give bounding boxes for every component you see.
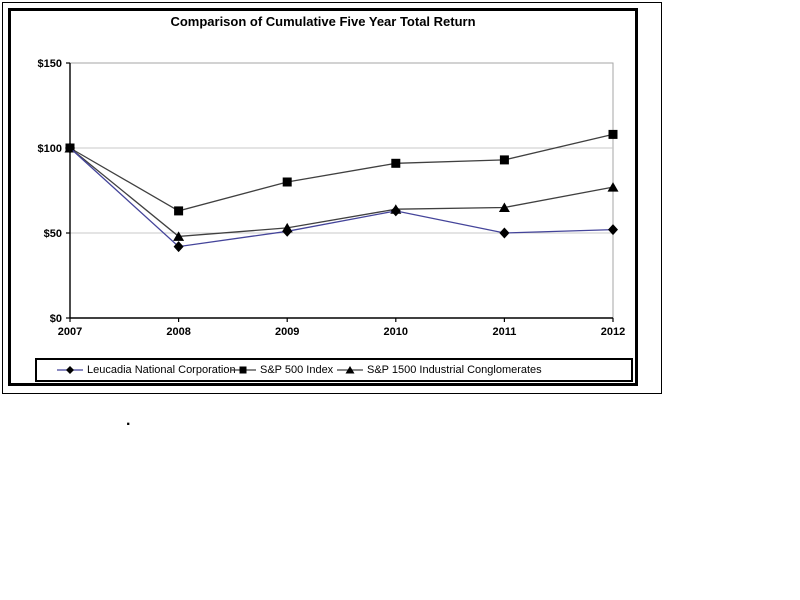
series-0-marker-2008	[173, 241, 184, 253]
x-axis-label-2007: 2007	[58, 326, 82, 338]
series-line-0	[69, 147, 614, 248]
y-axis-label-50: $50	[44, 228, 62, 240]
x-axis-label-2012: 2012	[601, 326, 625, 338]
series-1-marker-2008	[174, 206, 184, 216]
series-0-marker-2007	[65, 142, 75, 154]
series-0-marker-2010	[390, 205, 401, 217]
series-1-marker-2009	[282, 177, 292, 187]
x-axis-label-2009: 2009	[275, 326, 299, 338]
legend-label-1: S&P 500 Index	[260, 364, 334, 376]
series-1-marker-2011	[499, 155, 509, 165]
chart-legend: Leucadia National Corporation S&P 500 Ind…	[35, 358, 633, 382]
x-axis-label-2008: 2008	[166, 326, 190, 338]
legend-label-0: Leucadia National Corporation	[87, 364, 236, 376]
series-2-marker-2008	[173, 231, 185, 241]
legend-item-2: S&P 1500 Industrial Conglomerates	[337, 360, 542, 380]
series-0-marker-2009	[282, 225, 293, 237]
plot-area-border	[69, 62, 614, 319]
square-marker-icon	[230, 366, 256, 374]
series-2-marker-2012	[607, 182, 619, 192]
legend-item-1: S&P 500 Index	[230, 360, 333, 380]
legend-label-2: S&P 1500 Industrial Conglomerates	[367, 364, 542, 376]
y-axis-label-0: $0	[50, 313, 62, 325]
stray-period-dot: .	[126, 412, 131, 429]
legend-item-0: Leucadia National Corporation	[57, 360, 236, 380]
y-axis-label-150: $150	[38, 58, 62, 70]
series-line-2	[69, 147, 614, 238]
line-chart: $0 $50 $100 $150 2007 2008 2009 2010 2011 2012	[38, 58, 626, 338]
diamond-marker-icon	[57, 366, 83, 374]
series-0-marker-2012	[608, 224, 618, 236]
x-axis-label-2011: 2011	[492, 326, 516, 338]
triangle-marker-icon	[337, 366, 363, 374]
x-axis-label-2010: 2010	[384, 326, 408, 338]
series-line-1	[69, 133, 614, 212]
chart-title: Comparison of Cumulative Five Year Total…	[170, 14, 476, 29]
series-1-marker-2010	[391, 158, 401, 168]
y-axis-label-100: $100	[38, 143, 62, 155]
chart-border	[8, 8, 638, 386]
series-1-marker-2012	[608, 129, 618, 139]
series-2-marker-2011	[498, 202, 510, 212]
series-0-marker-2011	[499, 227, 510, 239]
